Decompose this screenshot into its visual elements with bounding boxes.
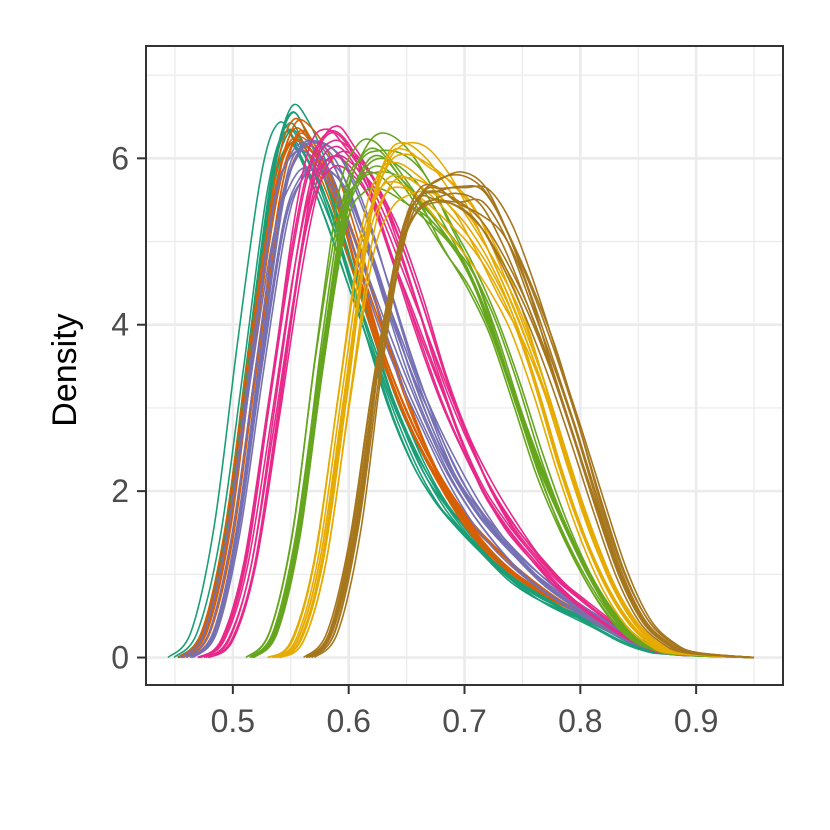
density-curve: [268, 161, 755, 659]
y-tick-label: 4: [111, 307, 129, 343]
density-curve: [180, 149, 755, 659]
x-axis: 0.5 0.6 0.7 0.8 0.9: [211, 685, 718, 739]
y-axis: 0 2 4 6: [111, 140, 146, 676]
density-curve: [208, 154, 755, 659]
x-tick-label: 0.6: [326, 703, 370, 739]
density-curve: [271, 174, 755, 659]
y-tick-label: 6: [111, 140, 129, 176]
density-curve: [277, 153, 755, 659]
density-curve: [198, 131, 755, 659]
x-tick-label: 0.7: [442, 703, 486, 739]
density-curve: [180, 166, 755, 659]
density-curve: [273, 186, 755, 659]
x-tick-label: 0.5: [211, 703, 255, 739]
y-tick-label: 2: [111, 473, 129, 509]
density-curve: [306, 183, 755, 659]
density-series: [245, 132, 755, 659]
density-curve: [305, 192, 755, 659]
y-axis-title: Density: [46, 313, 84, 426]
density-curves: [167, 103, 755, 659]
density-series: [303, 171, 755, 659]
density-curve: [251, 157, 755, 659]
y-tick-label: 0: [111, 640, 129, 676]
density-series: [197, 125, 755, 659]
x-tick-label: 0.9: [674, 703, 718, 739]
x-tick-label: 0.8: [558, 703, 602, 739]
density-series: [267, 141, 755, 659]
density-curve: [173, 130, 755, 659]
density-curve: [245, 138, 755, 659]
density-curve: [314, 185, 755, 659]
density-curve: [310, 171, 755, 659]
